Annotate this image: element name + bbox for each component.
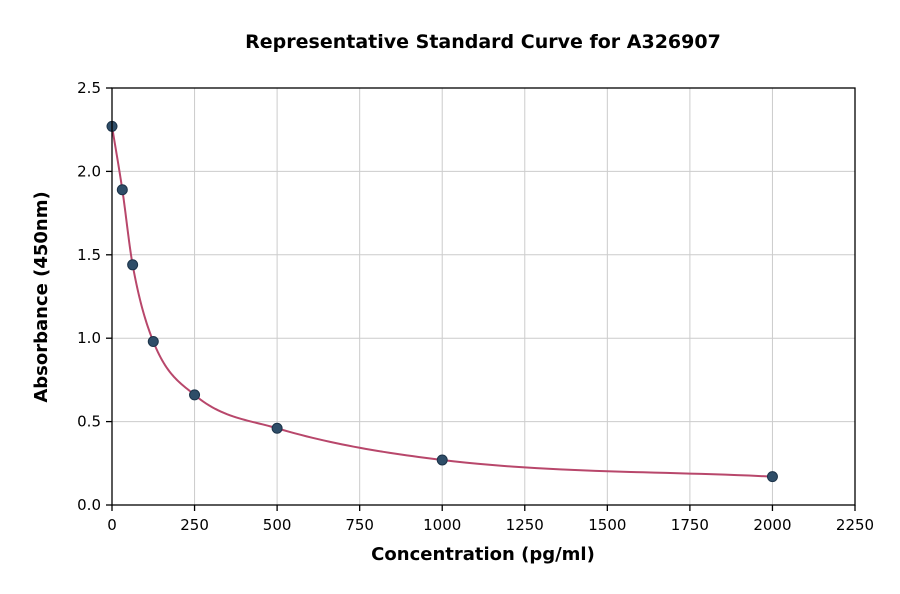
- y-tick-label: 1.5: [77, 246, 101, 264]
- x-tick-label: 1000: [423, 516, 461, 534]
- data-point-layer: [106, 120, 778, 483]
- axes-frame-layer: [111, 87, 856, 506]
- tick-layer: 0 250 500 750 1000 1250 1500 1750 2000 2250 0.0 0.5…: [77, 79, 874, 534]
- y-tick-label: 1.0: [77, 329, 101, 347]
- x-tick-label: 0: [107, 516, 117, 534]
- x-tick-label: 2000: [753, 516, 791, 534]
- data-point: [147, 336, 159, 348]
- fit-curve: [111, 126, 773, 478]
- x-tick-label: 2250: [836, 516, 874, 534]
- x-axis-label: Concentration (pg/ml): [371, 544, 595, 565]
- data-point: [127, 259, 139, 271]
- y-axis-label: Absorbance (450nm): [31, 191, 52, 402]
- data-point: [436, 454, 448, 466]
- axes-frame: [111, 87, 856, 506]
- data-point: [271, 422, 283, 434]
- x-tick-label: 1500: [588, 516, 626, 534]
- fit-curve-layer: [111, 126, 773, 478]
- x-tick-label: 1750: [671, 516, 709, 534]
- chart-title: Representative Standard Curve for A32690…: [245, 31, 721, 53]
- x-tick-label: 1250: [506, 516, 544, 534]
- y-tick-label: 0.5: [77, 413, 101, 431]
- data-point: [189, 389, 201, 401]
- x-tick-label: 750: [345, 516, 374, 534]
- grid-layer: [111, 87, 856, 506]
- y-tick-label: 2.0: [77, 162, 101, 180]
- x-tick-label: 500: [263, 516, 292, 534]
- y-tick-label: 2.5: [77, 79, 101, 97]
- x-tick-label: 250: [180, 516, 209, 534]
- data-point: [116, 184, 128, 196]
- y-tick-label: 0.0: [77, 496, 101, 514]
- data-point: [766, 471, 778, 483]
